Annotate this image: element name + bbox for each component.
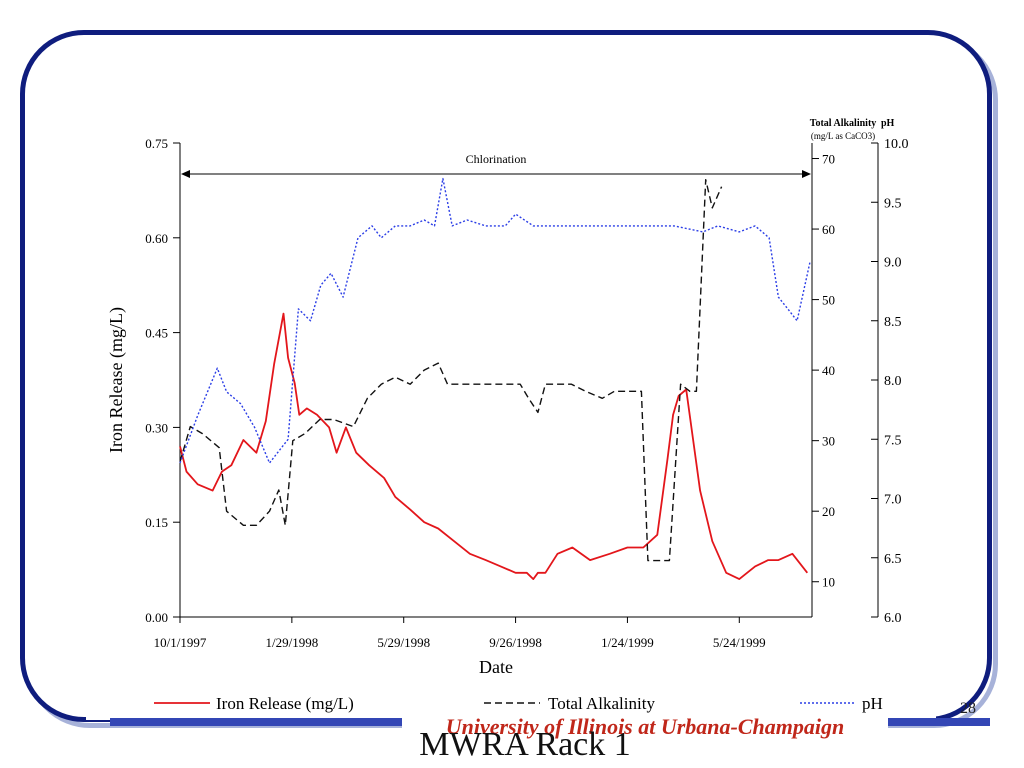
y-ph-tick-label: 8.5	[884, 315, 902, 330]
x-axis-title: Date	[479, 657, 513, 677]
x-tick-label: 1/24/1999	[601, 635, 654, 650]
y-left-tick-label: 0.75	[145, 136, 168, 151]
page-number: 28	[960, 700, 976, 717]
y-ph-tick-label: 9.5	[884, 196, 902, 211]
x-tick-label: 10/1/1997	[154, 635, 207, 650]
y-alkalinity-tick-label: 30	[822, 434, 835, 449]
chart-axes	[173, 142, 879, 623]
y-alkalinity-tick-label: 70	[822, 152, 835, 167]
y-ph-tick-label: 6.0	[884, 611, 902, 626]
y-alkalinity-tick-label: 10	[822, 575, 835, 590]
y-ph-tick-label: 7.0	[884, 493, 902, 508]
x-tick-label: 5/29/1998	[377, 635, 430, 650]
y-left-tick-label: 0.15	[145, 515, 168, 530]
y-axis-alkalinity-unit: (mg/L as CaCO3)	[811, 131, 875, 141]
y-left-tick-label: 0.30	[145, 420, 168, 435]
y-ph-tick-label: 10.0	[884, 137, 909, 152]
slide-title: MWRA Rack 1	[419, 726, 631, 763]
chlorination-arrow-right-head	[802, 170, 811, 178]
y-axis-alkalinity-title: Total Alkalinity	[810, 118, 877, 129]
chlorination-arrow-left-head	[181, 170, 190, 178]
legend-label: Iron Release (mg/L)	[216, 694, 354, 713]
x-tick-label: 1/29/1998	[265, 635, 318, 650]
x-tick-label: 5/24/1999	[713, 635, 766, 650]
series-line-2	[179, 178, 723, 562]
legend-label: pH	[862, 694, 883, 713]
chart-background	[86, 56, 936, 720]
y-ph-tick-label: 7.5	[884, 433, 902, 448]
legend-label: Total Alkalinity	[548, 694, 655, 713]
y-left-tick-label: 0.00	[145, 610, 168, 625]
chart-labels: 0.00 0.15 0.30 0.45 0.60 0.75 10/1/1997 1/29/19…	[106, 118, 909, 677]
y-left-tick-label: 0.45	[145, 326, 168, 341]
y-ph-tick-label: 9.0	[884, 256, 902, 271]
y-ph-tick-label: 8.0	[884, 374, 902, 389]
y-alkalinity-tick-label: 50	[822, 293, 835, 308]
footer-university: University of Illinois at Urbana-Champai…	[402, 713, 888, 743]
series-line-3	[179, 177, 811, 464]
series-line-1	[179, 312, 809, 580]
x-tick-label: 9/26/1998	[489, 635, 542, 650]
y-alkalinity-tick-label: 40	[822, 363, 835, 378]
chart-series	[179, 177, 811, 580]
chlorination-label: Chlorination	[466, 152, 527, 166]
y-alkalinity-tick-label: 20	[822, 504, 835, 519]
y-left-tick-label: 0.60	[145, 231, 168, 246]
y-axis-ph-title: pH	[881, 118, 895, 129]
y-axis-left-title: Iron Release (mg/L)	[106, 307, 127, 453]
y-ph-tick-label: 6.5	[884, 552, 902, 567]
y-alkalinity-tick-label: 60	[822, 222, 835, 237]
